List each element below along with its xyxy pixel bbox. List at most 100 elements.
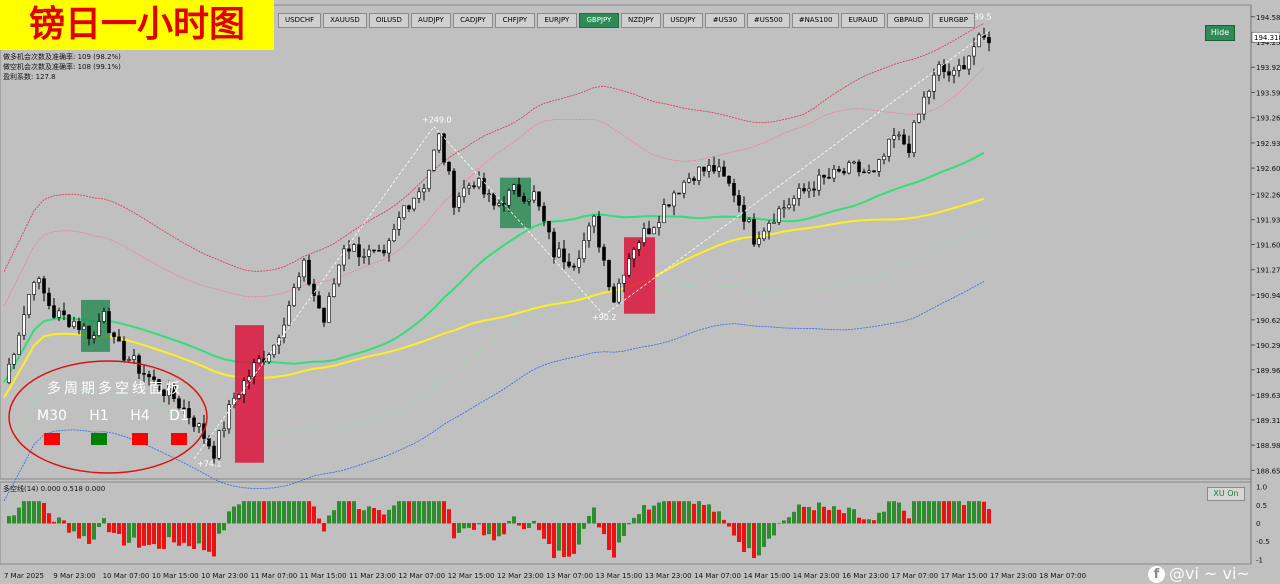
histogram-bar (17, 507, 21, 524)
candle-body (867, 170, 871, 173)
histogram-bar (767, 523, 771, 539)
histogram-bar (967, 501, 971, 524)
histogram-bar (452, 523, 456, 539)
candle-body (417, 191, 421, 199)
candle-body (877, 159, 881, 172)
tab-usdchf[interactable]: USDCHF (278, 13, 322, 28)
histogram-bar (407, 501, 411, 524)
candle-body (322, 307, 326, 323)
histogram-bar (587, 515, 591, 524)
histogram-bar (162, 523, 166, 550)
candle-body (512, 184, 516, 191)
signal-box-sell-1 (235, 325, 264, 463)
candle-body (827, 176, 831, 179)
tab-gbpjpy[interactable]: GBPJPY (578, 13, 619, 28)
tab-eurgbp[interactable]: EURGBP (932, 13, 976, 28)
histogram-bar (692, 503, 696, 524)
histogram-bar (557, 523, 561, 551)
histogram-bar (952, 501, 956, 524)
candle-body (372, 249, 376, 252)
histogram-bar (602, 523, 606, 535)
histogram-bar (982, 501, 986, 524)
tab-euraud[interactable]: EURAUD (841, 13, 885, 28)
tab-nzdjpy[interactable]: NZDJPY (620, 13, 661, 28)
histogram-bar (462, 523, 466, 529)
tab-gbpaud[interactable]: GBPAUD (886, 13, 931, 28)
tab-chfjpy[interactable]: CHFJPY (494, 13, 535, 28)
histogram-bar (477, 523, 481, 525)
candle-body (797, 188, 801, 199)
candle-body (207, 438, 211, 447)
candle-body (592, 215, 596, 227)
histogram-bar (847, 507, 851, 524)
histogram-bar (277, 501, 281, 524)
candle-body (637, 242, 641, 250)
histogram-bar (212, 523, 216, 557)
histogram-bar (82, 523, 86, 537)
histogram-bar (812, 510, 816, 524)
tab-us30[interactable]: #US30 (704, 13, 745, 28)
histogram-bar (752, 523, 756, 559)
tab-us500[interactable]: #US500 (746, 13, 790, 28)
histogram-bar (182, 523, 186, 543)
time-tick-label: 14 Mar 23:00 (793, 572, 840, 580)
tab-audjpy[interactable]: AUDJPY (410, 13, 451, 28)
candle-body (972, 46, 976, 57)
candle-body (602, 246, 606, 261)
xu-on-button[interactable]: XU On (1207, 487, 1245, 501)
tab-xauusd[interactable]: XAUUSD (323, 13, 367, 28)
time-tick-label: 13 Mar 07:00 (546, 572, 593, 580)
lower-band-inner (3, 227, 985, 456)
candle-body (682, 181, 686, 194)
histogram-bar (627, 523, 631, 525)
candle-body (547, 220, 551, 233)
time-tick-label: 10 Mar 23:00 (201, 572, 248, 580)
candle-body (967, 55, 971, 70)
histogram-bar (127, 523, 131, 543)
tf-status-h4 (132, 433, 148, 445)
histogram-bar (917, 501, 921, 524)
candle-body (792, 198, 796, 206)
histogram-bar (572, 523, 576, 554)
candle-body (787, 204, 791, 209)
histogram-bar (217, 523, 221, 534)
tab-nas100[interactable]: #NAS100 (791, 13, 840, 28)
tf-label-m30: M30 (37, 408, 67, 424)
tab-cadjpy[interactable]: CADJPY (452, 13, 493, 28)
candle-body (162, 389, 166, 396)
candle-body (917, 113, 921, 123)
candle-body (442, 133, 446, 163)
histogram-bar (542, 523, 546, 539)
candle-body (672, 192, 676, 207)
histogram-bar (352, 501, 356, 524)
histogram-bar (32, 501, 36, 524)
candle-body (812, 188, 816, 191)
tab-oilusd[interactable]: OILUSD (368, 13, 409, 28)
hide-button[interactable]: Hide (1205, 25, 1235, 41)
profit-factor: 盈利系数: 127.8 (3, 73, 56, 81)
candle-body (167, 385, 171, 396)
time-tick-label: 12 Mar 23:00 (497, 572, 544, 580)
upper-band-outer (3, 22, 985, 272)
histogram-bar (72, 523, 76, 532)
tab-eurjpy[interactable]: EURJPY (536, 13, 577, 28)
histogram-bar (317, 518, 321, 524)
histogram-bar (742, 523, 746, 553)
candle-body (922, 96, 926, 115)
candle-body (227, 404, 231, 430)
histogram-bar (147, 523, 151, 545)
candle-body (387, 240, 391, 254)
price-tick-label: 190.945 (1256, 292, 1280, 300)
histogram-bar (937, 501, 941, 524)
price-tick-label: 193.265 (1256, 115, 1280, 123)
histogram-bar (567, 523, 571, 557)
histogram-bar (972, 501, 976, 524)
logo-icon: f (1148, 565, 1165, 583)
candle-body (697, 166, 701, 181)
tab-usdjpy[interactable]: USDJPY (662, 13, 703, 28)
histogram-bar (117, 523, 121, 535)
histogram-bar (232, 506, 236, 524)
histogram-bar (302, 501, 306, 524)
histogram-bar (482, 523, 486, 536)
